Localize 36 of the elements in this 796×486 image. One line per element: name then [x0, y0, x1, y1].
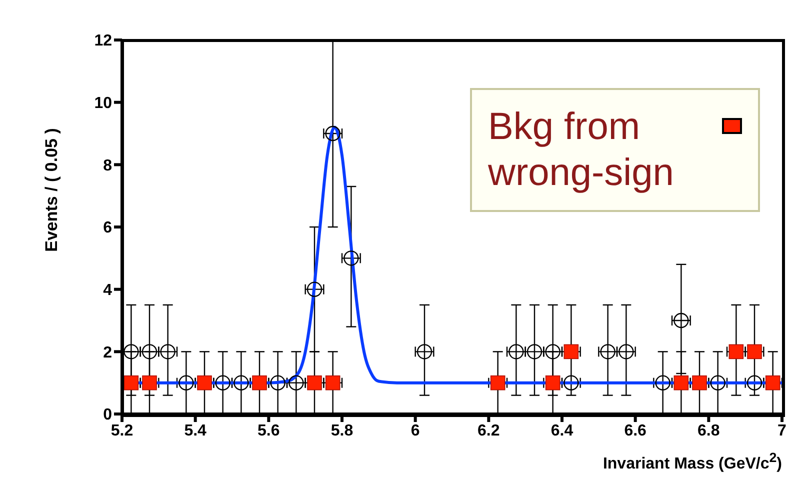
x-tick-label: 5.6	[258, 422, 280, 440]
x-tick-label: 7	[778, 422, 787, 440]
point	[124, 375, 139, 390]
x-tick-label: 6.2	[478, 422, 500, 440]
point	[655, 375, 670, 390]
point	[252, 375, 267, 390]
point	[545, 375, 560, 390]
point	[344, 250, 359, 266]
point	[710, 375, 726, 390]
x-tick-label: 5.2	[110, 422, 134, 440]
x-tick-label: 6.8	[698, 422, 720, 440]
point	[490, 375, 506, 390]
x-tick-label: 5.8	[330, 422, 354, 440]
x-tick-label: 5.4	[184, 422, 207, 440]
point	[765, 375, 780, 390]
y-axis-title: Events / ( 0.05 )	[42, 128, 62, 252]
x-tick-label: 6.6	[624, 422, 647, 440]
point	[215, 375, 230, 390]
y-tick-label: 6	[103, 220, 112, 237]
y-tick-label: 4	[103, 282, 112, 300]
point	[234, 375, 249, 390]
y-tick-label: 12	[94, 32, 112, 50]
point	[674, 375, 689, 390]
y-tick-label: 10	[94, 95, 112, 112]
point	[142, 375, 157, 390]
y-tick-label: 0	[103, 406, 112, 424]
point	[178, 375, 194, 390]
y-tick-label: 2	[103, 344, 112, 362]
legend-label: Bkg from wrong-sign	[488, 105, 675, 196]
x-tick-label: 6.4	[550, 422, 574, 440]
point	[692, 375, 707, 390]
x-tick-label: 6	[410, 422, 420, 440]
y-tick-label: 8	[103, 157, 112, 174]
point	[197, 375, 212, 390]
point	[564, 375, 579, 390]
x-axis-title: Invariant Mass (GeV/c$^{2}$)	[602, 450, 782, 474]
